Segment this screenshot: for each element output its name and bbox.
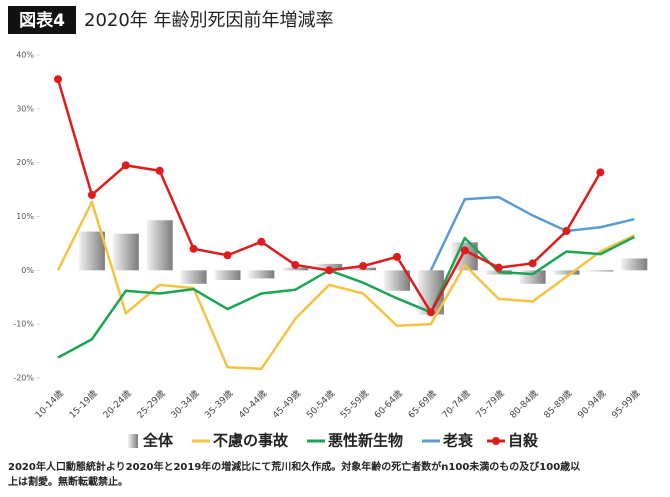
y-tick-label: 30% (16, 104, 34, 113)
bar (282, 267, 309, 271)
marker (291, 260, 300, 269)
badge-bg (8, 6, 76, 34)
marker (393, 252, 401, 261)
marker (155, 166, 164, 175)
legend-swatch (128, 434, 138, 448)
y-tick-label: 40% (16, 51, 34, 60)
marker (189, 244, 198, 253)
marker (121, 161, 130, 170)
x-tick-label: 90-94歳 (575, 387, 608, 420)
y-tick-label: 10% (16, 212, 34, 221)
marker (596, 168, 605, 177)
marker (257, 237, 266, 246)
marker (494, 263, 503, 272)
x-tick-label: 10-14歳 (33, 387, 66, 420)
bar (78, 231, 105, 271)
bar (587, 270, 614, 272)
x-tick-label: 20-24歳 (100, 387, 133, 420)
y-tick-label: 20% (16, 158, 34, 167)
bar (248, 270, 275, 279)
marker (87, 190, 96, 199)
legend-label: 老衰 (442, 432, 474, 450)
x-tick-label: 25-29歳 (134, 387, 167, 420)
x-tick-label: 70-74歳 (439, 387, 472, 420)
x-tick-label: 45-49歳 (270, 387, 303, 420)
line (57, 235, 635, 359)
y-tick-label: -10% (13, 320, 34, 329)
line (56, 78, 602, 314)
bar (384, 270, 410, 291)
bar (146, 220, 173, 271)
line (429, 195, 635, 271)
x-tick-label: 95-99歳 (609, 387, 642, 420)
badge: 図表4 (19, 10, 65, 31)
x-tick-label: 80-84歳 (507, 387, 540, 420)
x-tick-label: 35-39歳 (202, 387, 235, 420)
marker (223, 251, 232, 260)
chart-title: 2020年 年齢別死因前年増減率 (84, 10, 334, 31)
marker (562, 227, 571, 236)
marker (460, 246, 469, 255)
x-tick-label: 65-69歳 (405, 387, 438, 420)
legend-marker (492, 437, 500, 445)
footnote: 2020年人口動態統計より2020年と2019年の増減比にて荒川和久作成。対象年… (8, 460, 580, 473)
bar (180, 270, 207, 284)
x-tick-label: 60-64歳 (372, 387, 405, 420)
x-tick-label: 50-54歳 (304, 387, 337, 420)
legend-label: 不慮の事故 (213, 432, 289, 450)
bar (214, 270, 241, 281)
y-tick-label: 0% (21, 266, 34, 275)
x-tick-label: 15-19歳 (66, 387, 99, 420)
footnote: 上は割愛。無断転載禁止。 (8, 475, 128, 488)
bar (553, 270, 580, 275)
line (56, 200, 635, 371)
x-tick-label: 85-89歳 (541, 387, 574, 420)
y-tick-label: -20% (13, 374, 34, 383)
marker (54, 75, 62, 84)
bar (112, 233, 139, 271)
x-tick-label: 75-79歳 (473, 387, 506, 420)
legend-label: 悪性新生物 (328, 432, 403, 450)
marker (325, 266, 334, 275)
x-tick-label: 55-59歳 (338, 387, 371, 420)
bar (621, 258, 648, 271)
marker (528, 259, 537, 268)
legend-label: 全体 (142, 432, 174, 450)
marker (359, 262, 368, 271)
marker (426, 308, 435, 317)
x-tick-label: 30-34歳 (168, 387, 201, 420)
x-tick-label: 40-44歳 (236, 387, 269, 420)
legend-label: 自殺 (508, 432, 539, 450)
